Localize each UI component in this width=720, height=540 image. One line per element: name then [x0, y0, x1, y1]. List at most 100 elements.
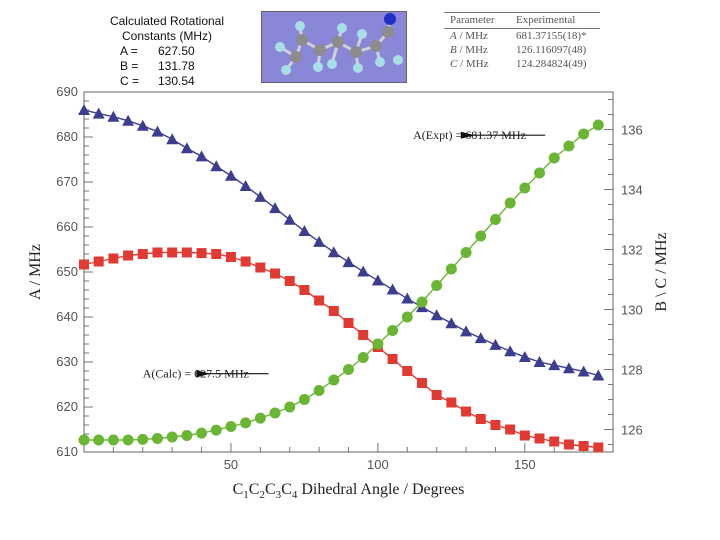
data-point-a	[107, 110, 120, 122]
data-point-b	[534, 433, 545, 444]
data-point-c	[78, 434, 90, 446]
data-point-a	[136, 119, 149, 131]
y-right-tick-label: 136	[621, 123, 643, 138]
data-point-b	[461, 406, 472, 417]
data-point-a	[533, 356, 546, 367]
data-point-b	[475, 414, 486, 424]
data-point-b	[431, 390, 442, 400]
param-symbol: C	[450, 58, 458, 70]
data-point-b	[79, 259, 89, 270]
data-point-a	[151, 125, 164, 137]
y-right-tick-label: 132	[621, 243, 643, 258]
data-point-c	[401, 311, 413, 323]
series-c	[78, 119, 604, 446]
data-point-a	[254, 190, 267, 202]
data-point-b	[490, 420, 501, 430]
data-point-b	[593, 442, 604, 453]
data-point-a	[122, 114, 135, 126]
y-left-axis-label: A / MHz	[27, 244, 44, 300]
data-point-c	[534, 167, 546, 179]
x-axis-label-part: Dihedral Angle / Degrees	[297, 481, 464, 498]
annotation-arrow-head	[460, 131, 475, 139]
data-point-b	[137, 249, 148, 259]
data-point-a	[357, 265, 370, 277]
y-left-tick-label: 630	[56, 354, 78, 369]
data-point-b	[416, 378, 427, 388]
param-symbol: B	[450, 44, 457, 56]
data-point-b	[328, 306, 339, 316]
data-point-b	[387, 354, 398, 364]
data-point-c	[225, 421, 237, 432]
data-point-c	[313, 385, 325, 396]
calc-label: C =	[120, 74, 140, 88]
data-point-a	[210, 160, 223, 172]
data-point-b	[505, 424, 516, 435]
param-value: 681.37155(18)*	[516, 30, 587, 42]
data-point-c	[210, 424, 222, 436]
data-point-a	[239, 180, 252, 192]
data-point-a	[460, 325, 473, 337]
param-symbol: A	[450, 30, 457, 42]
data-point-b	[402, 366, 413, 376]
data-point-a	[166, 133, 179, 145]
x-tick-label: 50	[224, 457, 238, 472]
data-point-a	[283, 213, 296, 225]
data-point-c	[578, 128, 590, 140]
data-point-a	[180, 142, 193, 154]
data-point-b	[196, 248, 207, 259]
data-point-c	[387, 325, 399, 336]
x-axis-label-part: 2	[259, 489, 265, 501]
annotation-label: A(Calc) = 627.5 MHz	[143, 367, 249, 381]
data-point-c	[504, 197, 516, 209]
data-point-c	[343, 364, 354, 375]
x-axis-label-part: C	[281, 481, 292, 498]
data-point-b	[255, 262, 266, 273]
data-point-a	[518, 351, 531, 363]
header-experimental: Experimental	[516, 14, 576, 26]
param-unit: / MHz	[456, 44, 488, 56]
data-point-c	[298, 394, 310, 405]
data-point-c	[137, 433, 149, 445]
data-point-a	[313, 235, 326, 247]
data-point-a	[489, 338, 502, 350]
molecule-ball-stick-icon	[275, 13, 403, 75]
table-row: C / MHz 124.284824(49)	[444, 57, 600, 71]
data-point-a	[327, 246, 340, 258]
param-value: 126.116097(48)	[516, 44, 587, 56]
y-right-tick-label: 126	[621, 423, 643, 438]
x-axis-label-part: C	[233, 481, 244, 498]
table-row: B / MHz 126.116097(48)	[444, 43, 600, 57]
data-point-b	[93, 256, 104, 267]
data-point-c	[372, 338, 384, 350]
data-point-a	[430, 309, 443, 321]
param-unit: / MHz	[457, 58, 489, 70]
plot-frame	[83, 91, 614, 453]
x-tick-label: 100	[367, 457, 389, 472]
y-right-tick-label: 134	[621, 183, 643, 198]
data-point-b	[240, 256, 251, 267]
data-point-c	[151, 433, 163, 444]
data-point-c	[107, 434, 119, 446]
data-point-a	[445, 317, 458, 329]
param-value: 124.284824(49)	[516, 58, 587, 70]
data-point-b	[108, 253, 119, 264]
calc-row-b: B = 131.78	[92, 59, 242, 74]
table-row: A / MHz 681.37155(18)*	[444, 29, 600, 43]
molecule-image	[261, 11, 407, 83]
data-point-c	[445, 263, 457, 275]
data-point-a	[592, 369, 605, 381]
x-axis-label: C1C2C3C4 Dihedral Angle / Degrees	[233, 481, 465, 501]
series-b	[79, 247, 604, 453]
param-unit: / MHz	[456, 30, 488, 42]
header-parameter: Parameter	[450, 14, 495, 26]
data-point-c	[489, 214, 501, 225]
y-left-tick-label: 620	[56, 399, 78, 414]
data-point-a	[224, 169, 237, 181]
data-point-c	[181, 430, 193, 441]
data-point-a	[371, 274, 384, 286]
calc-value: 627.50	[158, 44, 195, 58]
data-point-c	[269, 407, 281, 419]
data-point-a	[78, 104, 90, 115]
parameter-table: Parameter Experimental A / MHz 681.37155…	[444, 12, 600, 71]
